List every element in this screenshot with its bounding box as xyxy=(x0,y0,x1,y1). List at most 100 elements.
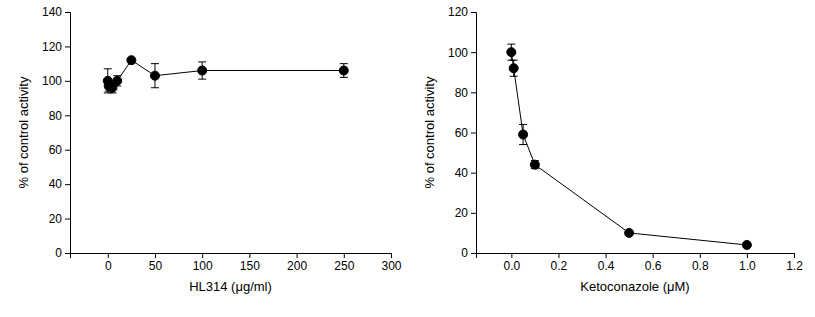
error-bar-cap xyxy=(340,77,348,78)
x-tick-label: 0 xyxy=(105,259,112,273)
y-tick: 20 xyxy=(49,212,70,226)
y-tick-label: 0 xyxy=(461,246,468,260)
x-tick: 100 xyxy=(193,253,213,273)
y-tick-mark xyxy=(471,133,476,134)
y-tick-mark xyxy=(65,46,70,47)
data-point xyxy=(625,228,634,237)
data-line xyxy=(511,52,747,245)
y-tick: 0 xyxy=(55,246,70,260)
x-axis-title: HL314 (μg/ml) xyxy=(189,279,272,294)
y-tick-mark xyxy=(65,150,70,151)
x-tick-mark xyxy=(108,253,109,258)
x-tick-label: 50 xyxy=(149,259,163,273)
error-bar xyxy=(151,64,159,88)
error-bar-cap xyxy=(198,61,206,62)
y-tick-mark xyxy=(471,253,476,254)
x-tick: 0.0 xyxy=(503,253,520,273)
y-tick-label: 20 xyxy=(49,212,63,226)
x-tick-mark xyxy=(558,253,559,258)
error-bar-cap xyxy=(519,144,527,145)
data-point xyxy=(509,64,518,73)
figure: 050100150200250300020406080100120140HL31… xyxy=(0,0,815,317)
y-axis: 0 20 40 60 80 100 120 xyxy=(448,5,477,260)
x-tick-mark xyxy=(297,253,298,258)
x-axis-title: Ketoconazole (μM) xyxy=(580,279,689,294)
x-tick: 0.8 xyxy=(692,253,709,273)
data-point xyxy=(150,71,159,80)
y-axis-line xyxy=(471,13,477,254)
y-tick-label: 40 xyxy=(455,166,469,180)
x-tick-mark xyxy=(391,253,392,258)
y-tick-label: 40 xyxy=(49,177,63,191)
y-tick: 120 xyxy=(42,40,70,54)
y-tick: 0 xyxy=(461,246,476,260)
data-point xyxy=(519,130,528,139)
x-tick-label: 150 xyxy=(240,259,260,273)
error-bar xyxy=(113,76,121,86)
y-tick-label: 100 xyxy=(448,46,468,60)
x-axis-line xyxy=(477,254,795,259)
x-tick-label: 0.6 xyxy=(645,259,662,273)
y-tick-mark xyxy=(65,115,70,116)
chart-panel: 0.0 0.2 0.4 0.6 0.8 1.0 1.2 0 20 40 60 80 100 120 Keto… xyxy=(422,5,803,294)
x-tick-label: 1.2 xyxy=(786,259,803,273)
x-tick: 50 xyxy=(149,253,163,273)
x-tick-mark xyxy=(606,253,607,258)
y-tick: 20 xyxy=(455,206,476,220)
y-tick-label: 20 xyxy=(455,206,469,220)
x-tick-mark xyxy=(511,253,512,258)
x-tick-label: 300 xyxy=(381,259,401,273)
y-tick-label: 60 xyxy=(49,143,63,157)
y-tick-mark xyxy=(65,253,70,254)
error-bar xyxy=(507,44,515,60)
y-tick-label: 120 xyxy=(448,5,468,19)
plot-area xyxy=(103,56,348,93)
y-tick: 120 xyxy=(448,5,476,19)
data-point xyxy=(530,160,539,169)
y-tick-mark xyxy=(65,219,70,220)
data-point xyxy=(742,240,751,249)
error-bar-cap xyxy=(510,76,518,77)
y-tick: 100 xyxy=(448,46,476,60)
error-bar xyxy=(510,60,518,76)
x-tick-label: 200 xyxy=(287,259,307,273)
y-tick-mark xyxy=(65,12,70,13)
y-tick-label: 100 xyxy=(42,74,62,88)
data-point xyxy=(507,48,516,57)
x-tick-label: 250 xyxy=(334,259,354,273)
y-tick-label: 120 xyxy=(42,40,62,54)
y-axis-title: % of control activity xyxy=(16,76,31,188)
x-tick-mark xyxy=(747,253,748,258)
y-tick-label: 60 xyxy=(455,126,469,140)
x-tick-label: 0.8 xyxy=(692,259,709,273)
y-tick: 80 xyxy=(455,86,476,100)
error-bar-cap xyxy=(198,79,206,80)
y-tick: 80 xyxy=(49,109,70,123)
x-tick-label: 1.0 xyxy=(739,259,756,273)
y-tick: 60 xyxy=(455,126,476,140)
y-tick: 40 xyxy=(49,177,70,191)
y-tick-mark xyxy=(471,92,476,93)
y-tick-mark xyxy=(65,81,70,82)
x-tick: 1.2 xyxy=(786,253,803,273)
plot-area xyxy=(507,44,752,249)
x-tick-mark xyxy=(202,253,203,258)
x-tick: 250 xyxy=(334,253,354,273)
y-tick-label: 80 xyxy=(49,109,63,123)
error-bar xyxy=(198,62,206,79)
x-tick-mark xyxy=(794,253,795,258)
x-tick: 0.2 xyxy=(551,253,568,273)
error-bar-cap xyxy=(510,60,518,61)
y-axis-title: % of control activity xyxy=(422,76,437,188)
error-bar-cap xyxy=(104,68,112,69)
x-tick-mark xyxy=(700,253,701,258)
x-tick-mark xyxy=(249,253,250,258)
y-tick: 40 xyxy=(455,166,476,180)
x-tick: 0.4 xyxy=(598,253,615,273)
y-tick-mark xyxy=(471,52,476,53)
y-tick: 140 xyxy=(42,5,70,19)
y-tick-mark xyxy=(471,213,476,214)
error-bar-cap xyxy=(151,87,159,88)
y-axis-line xyxy=(65,13,71,254)
x-tick: 0 xyxy=(105,253,112,273)
